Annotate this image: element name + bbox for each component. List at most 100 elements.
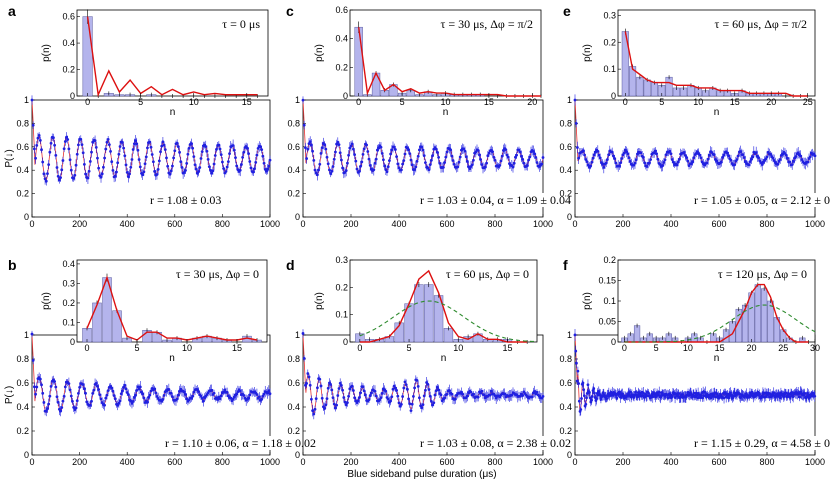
data-point (431, 154, 434, 157)
data-point (448, 389, 451, 392)
data-point (148, 140, 152, 144)
data-point (402, 386, 406, 390)
y-tick-label: 1 (295, 95, 300, 105)
y-axis-label: p(n) (582, 292, 593, 310)
data-point (169, 391, 173, 395)
data-point (35, 143, 39, 147)
data-point (232, 148, 236, 152)
data-point (469, 390, 473, 394)
data-point (486, 154, 490, 158)
y-tick-label: 0.2 (335, 282, 348, 292)
data-point (232, 395, 236, 399)
data-point (238, 168, 242, 172)
data-point (182, 390, 186, 394)
data-point (404, 383, 408, 387)
y-axis-label: p(n) (314, 44, 325, 62)
data-point (248, 393, 252, 397)
data-point (604, 161, 608, 165)
x-axis-label: Blue sideband pulse duration (μs) (347, 469, 496, 480)
data-point (750, 390, 754, 394)
bar (633, 325, 641, 343)
fit-parameters-annotation: r = 1.08 ± 0.03 (150, 193, 221, 207)
data-point (162, 393, 166, 397)
data-point (589, 164, 592, 168)
data-point (788, 160, 792, 164)
data-point (427, 168, 431, 172)
data-point (466, 159, 469, 163)
data-point (384, 168, 388, 172)
bar (424, 284, 434, 343)
data-point (155, 394, 159, 398)
data-point (576, 146, 579, 149)
data-point (259, 145, 262, 148)
data-point (436, 151, 439, 154)
y-tick-label: 0.2 (559, 426, 572, 436)
x-tick-label: 5 (659, 97, 664, 107)
data-point (390, 148, 394, 152)
data-point (535, 161, 539, 164)
y-axis-label: p(n) (582, 44, 593, 62)
data-point (397, 401, 401, 405)
data-point (323, 407, 326, 410)
data-point (313, 407, 317, 411)
data-point (32, 385, 36, 389)
data-point (115, 170, 118, 174)
x-tick-label: 600 (167, 457, 182, 467)
data-point (514, 155, 517, 159)
data-point (400, 168, 403, 172)
data-point (71, 399, 74, 403)
data-point (157, 159, 161, 163)
data-point (374, 157, 378, 161)
x-axis-label: n (169, 353, 175, 364)
data-point (410, 402, 414, 406)
data-point (217, 143, 221, 147)
y-tick-label: 0.2 (603, 255, 616, 265)
data-point (584, 158, 588, 161)
data-point (257, 395, 261, 399)
data-point (751, 155, 754, 159)
data-point (137, 387, 141, 391)
data-point (215, 147, 218, 151)
data-point (503, 392, 506, 396)
data-point (341, 388, 344, 392)
data-point (706, 157, 710, 161)
data-point (91, 391, 95, 395)
data-point (421, 148, 425, 152)
data-point (422, 154, 426, 158)
x-tick-label: 20 (527, 97, 537, 107)
data-point (191, 394, 195, 398)
y-tick-label: 0.6 (287, 142, 300, 152)
data-point (354, 159, 358, 163)
data-point (444, 155, 448, 159)
data-point (437, 155, 440, 159)
x-tick-label: 0 (29, 219, 34, 229)
data-point (60, 168, 64, 172)
data-point (581, 381, 585, 385)
data-point (319, 384, 323, 388)
y-tick-label: 0.2 (62, 298, 75, 308)
data-point (221, 160, 224, 164)
data-point (372, 168, 376, 172)
data-point (577, 156, 580, 160)
data-point (480, 163, 484, 166)
data-point (598, 156, 602, 160)
data-point (368, 394, 372, 397)
x-tick-label: 200 (615, 219, 630, 229)
data-point (162, 143, 166, 147)
data-point (330, 388, 334, 392)
data-point (424, 388, 427, 392)
data-point (422, 394, 426, 398)
x-tick-label: 10 (440, 97, 450, 107)
data-point (699, 156, 703, 160)
data-point (407, 148, 410, 152)
data-point (383, 164, 386, 168)
data-point (231, 144, 235, 147)
data-point (420, 406, 424, 410)
bar (354, 26, 363, 97)
y-axis-label: p(n) (314, 292, 325, 310)
data-point (116, 403, 120, 407)
data-point (102, 165, 105, 169)
bar (636, 76, 644, 97)
data-point (318, 162, 322, 166)
data-point (744, 160, 747, 163)
